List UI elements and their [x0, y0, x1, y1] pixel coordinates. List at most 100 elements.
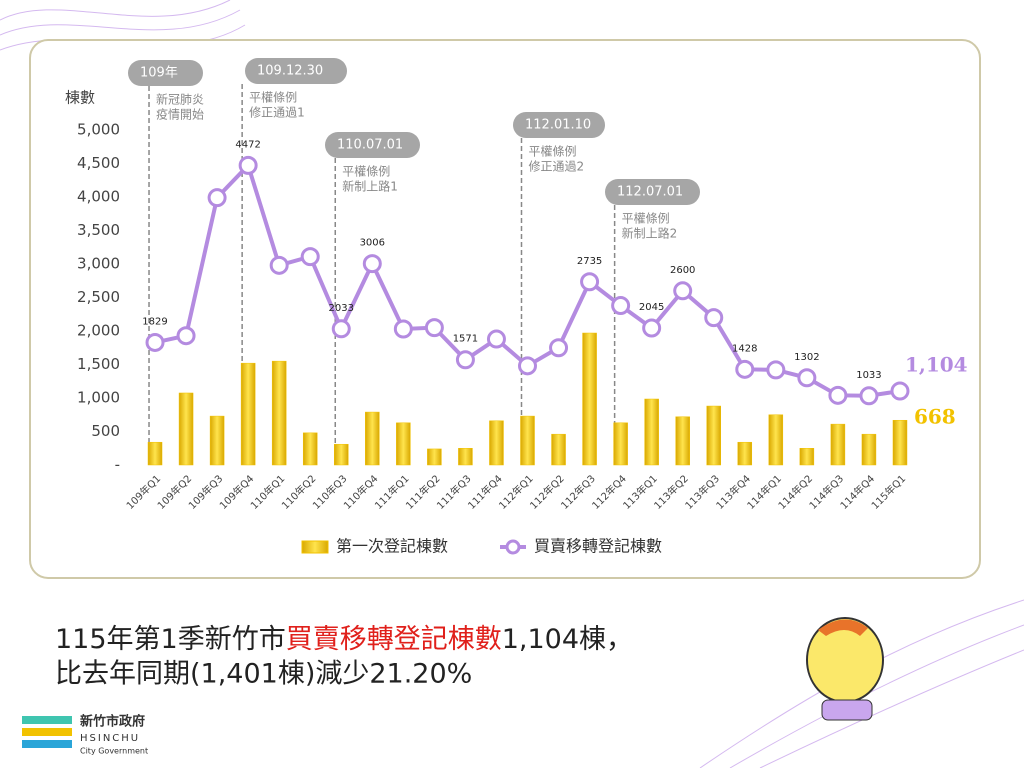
- mascot-head: [806, 617, 884, 703]
- annotation-text: 新制上路1: [342, 179, 398, 194]
- line-marker: [145, 332, 165, 352]
- line-value-label: 2735: [577, 256, 602, 267]
- bar-value-label: 668: [914, 405, 956, 429]
- headline-line2: 比去年同期(1,401棟)減少21.20%: [55, 659, 472, 690]
- y-tick-label: 2,000: [77, 322, 120, 340]
- line-marker: [518, 356, 537, 376]
- logo-stripe: [22, 728, 72, 736]
- annotation-date: 109年: [140, 66, 178, 81]
- line-value-label: 2600: [670, 265, 695, 276]
- line-marker: [797, 368, 817, 388]
- legend-label: 買賣移轉登記棟數: [534, 537, 662, 556]
- bar: [209, 415, 225, 466]
- bar: [737, 441, 753, 466]
- line-value-label: 2033: [329, 303, 354, 314]
- annotation-text: 修正通過1: [249, 105, 305, 120]
- y-tick-label: 3,000: [77, 255, 120, 273]
- annotation-text: 新冠肺炎: [156, 92, 204, 107]
- annotation-box: [513, 112, 605, 138]
- bar: [271, 360, 287, 466]
- bar: [427, 448, 442, 466]
- y-tick-label: 4,000: [77, 188, 120, 206]
- line-value-label: 4472: [235, 139, 260, 150]
- line-marker: [331, 319, 351, 339]
- y-tick-label: 1,000: [77, 389, 120, 407]
- line-value-label: 1571: [453, 334, 478, 345]
- line-marker: [393, 319, 413, 339]
- line-marker: [176, 326, 196, 346]
- bar: [489, 420, 504, 466]
- line-marker: [859, 386, 879, 406]
- line-value-label: 1033: [856, 370, 881, 381]
- logo-stripe: [22, 716, 72, 724]
- annotation-text: 新制上路2: [622, 226, 678, 241]
- line-marker: [766, 360, 786, 380]
- line-value-label: 1302: [794, 352, 819, 363]
- line-marker: [362, 254, 382, 274]
- annotation-date: 112.07.01: [617, 185, 683, 200]
- line-value-label: 1829: [142, 316, 167, 327]
- bar: [613, 422, 628, 466]
- mascot-hat: [818, 619, 868, 636]
- mascot: [806, 617, 884, 721]
- line-marker: [269, 255, 289, 275]
- logo-en: City Government: [80, 747, 148, 756]
- y-tick-label: 500: [91, 422, 120, 440]
- bar: [830, 423, 846, 466]
- line-marker: [549, 338, 569, 358]
- line-marker: [580, 272, 600, 292]
- annotation-text: 平權條例: [342, 165, 390, 179]
- line-marker: [486, 329, 506, 349]
- bar: [706, 405, 721, 466]
- annotation-text: 平權條例: [249, 91, 297, 105]
- bar: [520, 415, 535, 466]
- annotation-box: [325, 132, 420, 158]
- headline-part: 115年第1季新竹市: [55, 624, 286, 655]
- line-value-label: 3006: [360, 238, 385, 249]
- mascot-body: [821, 699, 873, 721]
- line-value-label: 1,104: [905, 353, 968, 377]
- annotation-date: 112.01.10: [525, 118, 591, 133]
- line-value-label: 1428: [732, 343, 757, 354]
- bar: [644, 398, 659, 466]
- line-marker: [890, 381, 910, 401]
- headline-part: 1,104棟，: [502, 624, 633, 655]
- line-marker: [207, 188, 227, 208]
- bar: [178, 392, 194, 466]
- y-tick-label: 5,000: [77, 121, 120, 139]
- y-axis-label: 棟數: [65, 89, 95, 107]
- line-marker: [673, 281, 693, 301]
- bar: [861, 433, 877, 466]
- bar: [675, 416, 690, 466]
- logo-en: HSINCHU: [80, 733, 140, 744]
- legend-swatch: [301, 540, 329, 554]
- bar: [147, 441, 163, 466]
- annotation-box: [245, 58, 347, 84]
- bar: [334, 443, 349, 466]
- y-tick-label: -: [115, 456, 120, 474]
- annotation-text: 平權條例: [529, 145, 577, 159]
- logo-name: 新竹市政府: [80, 714, 145, 730]
- line-value-label: 2045: [639, 302, 664, 313]
- line-marker: [704, 308, 724, 328]
- logo: 新竹市政府 HSINCHU City Government: [22, 714, 148, 756]
- bar: [365, 411, 380, 466]
- annotation-date: 110.07.01: [337, 138, 403, 153]
- line-marker: [828, 385, 848, 405]
- line-marker: [735, 359, 755, 379]
- bar: [892, 419, 908, 466]
- bar: [582, 332, 597, 466]
- y-tick-label: 4,500: [77, 154, 120, 172]
- bar: [768, 414, 784, 466]
- bar: [799, 448, 815, 466]
- y-tick-label: 1,500: [77, 355, 120, 373]
- line-marker: [642, 318, 662, 338]
- legend-label: 第一次登記棟數: [336, 537, 448, 556]
- bar: [551, 433, 566, 466]
- line-marker: [611, 296, 631, 316]
- annotation-text: 疫情開始: [156, 107, 204, 122]
- line-marker: [300, 247, 320, 267]
- legend-swatch: [505, 539, 521, 555]
